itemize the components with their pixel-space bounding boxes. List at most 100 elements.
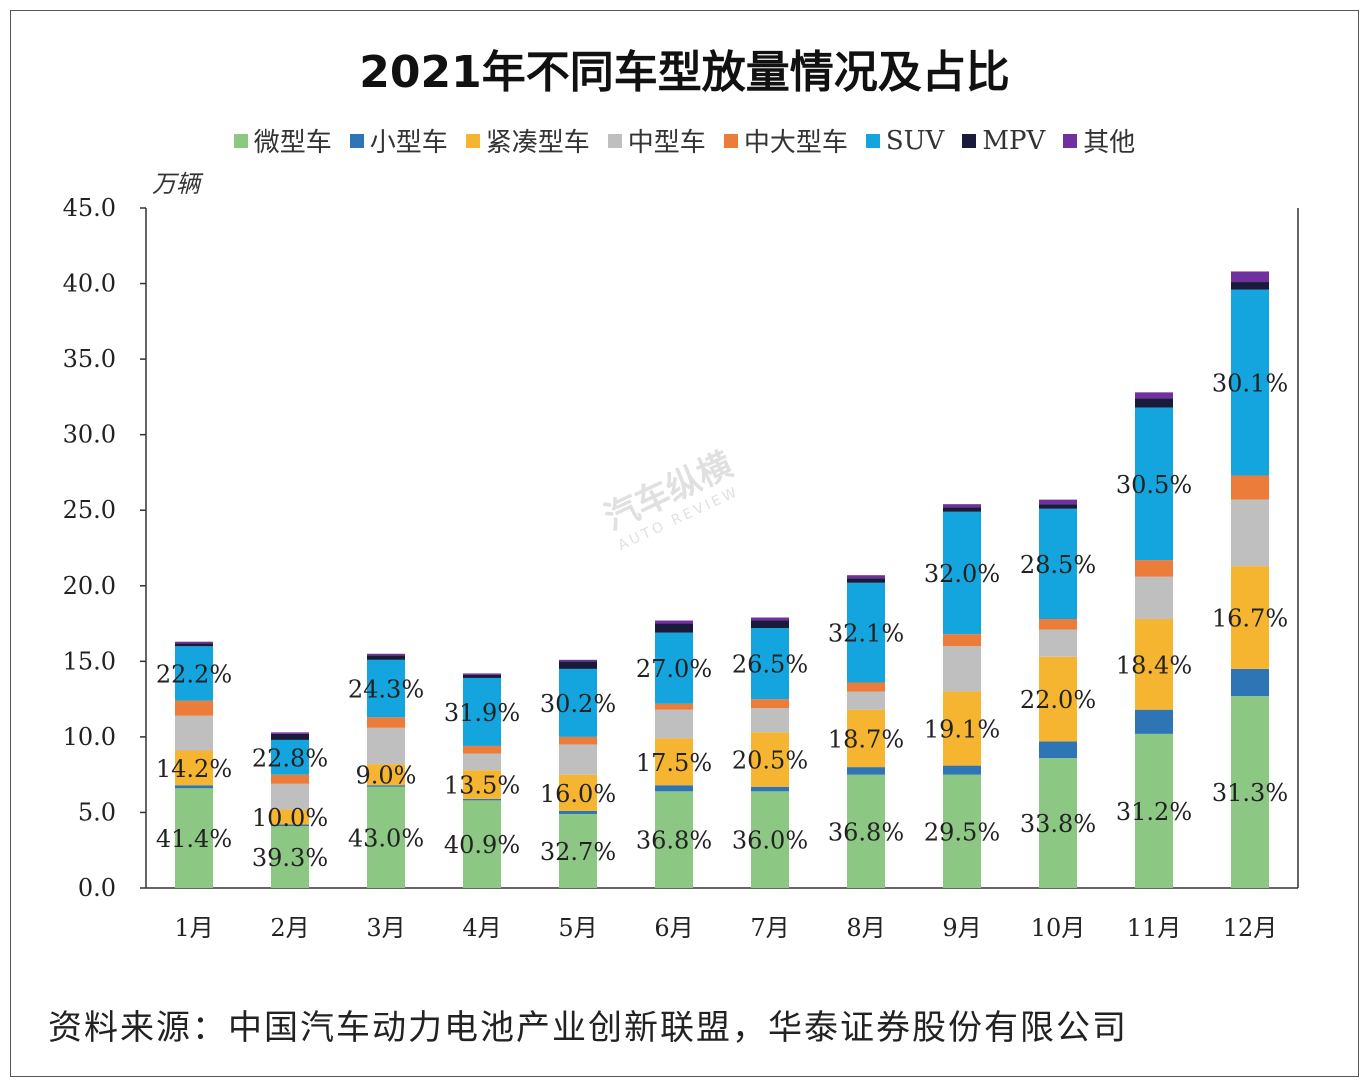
x-tick-label: 9月 xyxy=(942,914,981,942)
bar-segment xyxy=(655,791,693,888)
bar-segment xyxy=(271,783,309,810)
data-label: 32.1% xyxy=(828,620,904,648)
bar-segment xyxy=(655,738,693,786)
data-label: 20.5% xyxy=(732,747,808,775)
bar-segment xyxy=(367,717,405,728)
bar-segment xyxy=(943,634,981,647)
y-axis-unit-label: 万辆 xyxy=(152,170,200,198)
bar-segment xyxy=(1231,282,1269,290)
bar-segment xyxy=(751,620,789,629)
bar-segment xyxy=(463,677,501,746)
bar-segment xyxy=(271,826,309,888)
bar-segment xyxy=(271,739,309,775)
bar-segment xyxy=(559,659,597,662)
data-label: 36.8% xyxy=(636,827,712,855)
bar-segment xyxy=(1135,392,1173,399)
data-label: 22.0% xyxy=(1020,686,1096,714)
x-tick-label: 10月 xyxy=(1031,914,1086,942)
legend-swatch xyxy=(233,133,248,148)
chart-title: 2021年不同车型放量情况及占比 xyxy=(359,47,1010,98)
data-label: 32.0% xyxy=(924,560,1000,588)
bar-segment xyxy=(847,691,885,710)
bar-segment xyxy=(655,785,693,792)
legend-item-3: 中型车 xyxy=(607,122,706,159)
data-label: 30.1% xyxy=(1212,370,1288,398)
source-note: 资料来源：中国汽车动力电池产业创新联盟，华泰证券股份有限公司 xyxy=(48,1008,1128,1048)
bar-segment xyxy=(943,511,981,635)
bar-segment xyxy=(367,786,405,888)
x-tick-label: 2月 xyxy=(270,914,309,942)
bar-segment xyxy=(1135,733,1173,888)
data-label: 14.2% xyxy=(156,755,232,783)
bar-segment xyxy=(175,785,213,789)
bar-segment xyxy=(271,824,309,827)
bar-segment xyxy=(1231,566,1269,669)
x-tick-label: 11月 xyxy=(1127,914,1182,942)
x-tick-label: 4月 xyxy=(462,914,501,942)
bar-segment xyxy=(943,774,981,888)
data-label: 16.7% xyxy=(1212,605,1288,633)
bar-segment xyxy=(655,703,693,710)
bar-segment xyxy=(559,736,597,745)
legend-item-6: MPV xyxy=(962,126,1045,156)
bar-segment xyxy=(271,733,309,740)
legend-item-5: SUV xyxy=(865,126,944,156)
bar-segment xyxy=(655,709,693,739)
bar-segment xyxy=(1231,499,1269,567)
bar-segment xyxy=(1231,668,1269,697)
bar-segment xyxy=(271,732,309,734)
bar-segment xyxy=(175,641,213,644)
y-tick-label: 5.0 xyxy=(78,798,116,826)
data-label: 10.0% xyxy=(252,804,328,832)
data-label: 36.8% xyxy=(828,818,904,846)
legend-item-2: 紧凑型车 xyxy=(465,122,590,159)
data-label: 19.1% xyxy=(924,716,1000,744)
bar-segment xyxy=(559,668,597,737)
bar-segment xyxy=(175,646,213,701)
bar-segment xyxy=(847,709,885,768)
bar-segment xyxy=(367,659,405,718)
bar-segment xyxy=(751,628,789,700)
data-label: 17.5% xyxy=(636,749,712,777)
legend-label: 中型车 xyxy=(627,128,706,158)
bar-segment xyxy=(943,504,981,508)
legend-swatch xyxy=(865,133,880,148)
bar-segment xyxy=(655,632,693,704)
bar-segment xyxy=(847,682,885,692)
bar-segment xyxy=(559,661,597,669)
bar-segment xyxy=(463,800,501,888)
bar-segment xyxy=(1039,619,1077,630)
bar-segment xyxy=(463,745,501,754)
bar-segment xyxy=(751,732,789,787)
y-tick-label: 30.0 xyxy=(63,421,116,449)
data-label: 31.2% xyxy=(1116,798,1192,826)
data-label: 33.8% xyxy=(1020,810,1096,838)
bar-segment xyxy=(943,691,981,766)
x-tick-label: 8月 xyxy=(846,914,885,942)
bar-segment xyxy=(943,507,981,512)
x-tick-label: 7月 xyxy=(750,914,789,942)
data-label: 31.3% xyxy=(1212,779,1288,807)
bar-segment xyxy=(559,810,597,814)
legend-item-0: 微型车 xyxy=(233,122,332,159)
legend-item-7: 其他 xyxy=(1063,122,1135,159)
bar-segment xyxy=(463,753,501,771)
x-tick-label: 1月 xyxy=(174,914,213,942)
data-label: 18.4% xyxy=(1116,651,1192,679)
bar-segment xyxy=(463,673,501,675)
bar-segment xyxy=(847,767,885,775)
x-tick-label: 12月 xyxy=(1223,914,1278,942)
legend-swatch xyxy=(607,133,622,148)
bar-segment xyxy=(1039,629,1077,657)
bar-segment xyxy=(271,774,309,784)
bar-segment xyxy=(559,744,597,775)
bar-segment xyxy=(175,643,213,647)
bar-segment xyxy=(175,700,213,716)
bar-segment xyxy=(943,765,981,775)
data-label: 43.0% xyxy=(348,824,424,852)
y-tick-label: 25.0 xyxy=(63,496,116,524)
y-tick-label: 20.0 xyxy=(63,572,116,600)
legend-label: 微型车 xyxy=(253,128,332,158)
data-label: 40.9% xyxy=(444,831,520,859)
data-label: 22.8% xyxy=(252,744,328,772)
